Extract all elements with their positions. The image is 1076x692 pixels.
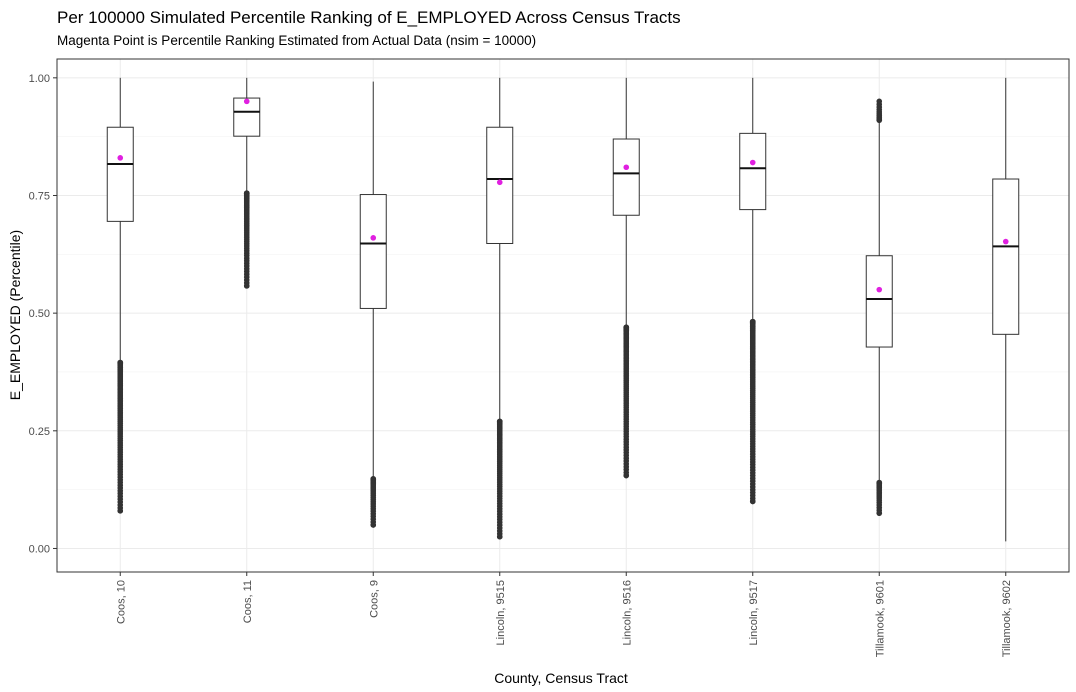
- plot-area: 0.00 0.25 0.50 0.75 1.00 Coos, 10 Coos, 11 Coos…: [29, 58, 1070, 657]
- x-tick-label: Tillamook, 9601: [874, 580, 886, 657]
- box: [992, 178, 1020, 335]
- actual-point: [496, 179, 503, 186]
- chart-title: Per 100000 Simulated Percentile Ranking …: [57, 8, 681, 27]
- actual-point: [1002, 238, 1009, 245]
- x-tick-label: Lincoln, 9516: [621, 580, 633, 645]
- y-tick-label: 0.50: [29, 308, 50, 320]
- outlier-point: [370, 522, 377, 528]
- y-axis-title: E_EMPLOYED (Percentile): [7, 230, 23, 400]
- outlier-point: [876, 510, 883, 516]
- panel-border: [56, 58, 1070, 573]
- box: [106, 126, 134, 222]
- outlier-point: [876, 117, 883, 123]
- y-tick-label: 0.25: [29, 426, 50, 438]
- x-tick-label: Coos, 11: [242, 580, 254, 623]
- actual-point: [117, 155, 124, 161]
- y-tick-label: 1.00: [29, 73, 50, 85]
- y-tick-label: 0.00: [29, 543, 50, 555]
- outlier-point: [876, 98, 883, 105]
- chart-subtitle: Magenta Point is Percentile Ranking Esti…: [57, 33, 536, 48]
- box: [612, 138, 640, 216]
- y-tick-label: 0.75: [29, 190, 50, 202]
- box: [359, 194, 387, 309]
- actual-point: [370, 235, 377, 241]
- outlier-point: [749, 498, 756, 505]
- outlier-point: [117, 508, 124, 514]
- x-axis-title: County, Census Tract: [494, 670, 628, 686]
- box: [739, 132, 767, 211]
- box: [865, 255, 893, 348]
- outlier-point: [496, 533, 503, 540]
- actual-point: [243, 98, 250, 105]
- x-tick-label: Lincoln, 9517: [748, 580, 760, 645]
- actual-point: [749, 159, 756, 166]
- box: [486, 126, 514, 244]
- actual-point: [623, 164, 630, 171]
- box: [233, 97, 261, 137]
- x-tick-label: Lincoln, 9515: [495, 580, 507, 645]
- x-tick-label: Coos, 10: [115, 580, 127, 624]
- outlier-point: [243, 283, 250, 289]
- x-tick-label: Tillamook, 9602: [1001, 580, 1013, 657]
- outlier-point: [623, 472, 630, 479]
- x-tick-label: Coos, 9: [368, 580, 380, 618]
- actual-point: [876, 286, 883, 293]
